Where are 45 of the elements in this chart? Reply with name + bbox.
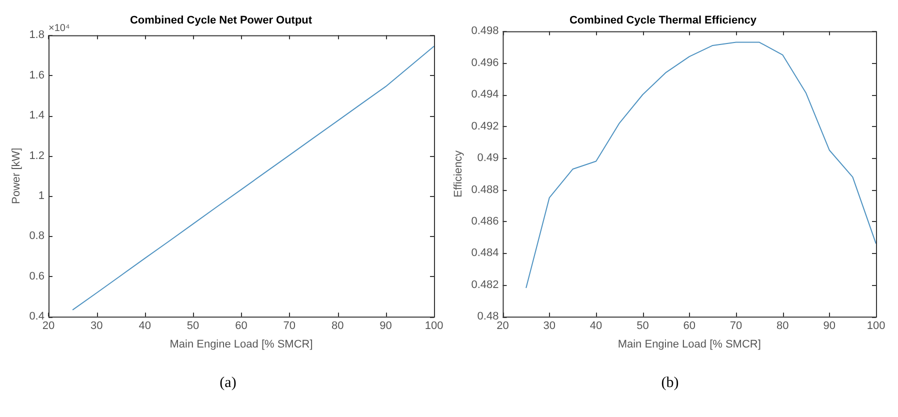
y-tick-label: 0.496 (471, 56, 499, 69)
x-axis-title: Main Engine Load [% SMCR] (170, 338, 313, 350)
x-axis-title: Main Engine Load [% SMCR] (618, 338, 761, 350)
y-tick-label: 0.492 (471, 120, 499, 132)
y-tick-label: 0.494 (471, 88, 499, 101)
x-tick-label: 50 (636, 320, 649, 332)
chart-title: Combined Cycle Thermal Efficiency (569, 14, 758, 27)
y-tick-label: 0.6 (29, 270, 44, 282)
x-tick-label: 20 (42, 320, 55, 332)
y-axis-title: Power [kW] (10, 148, 23, 204)
x-tick-label: 30 (90, 320, 103, 332)
x-tick-label: 40 (138, 320, 151, 332)
y-tick-label: 0.49 (477, 152, 499, 164)
x-tick-label: 50 (186, 320, 200, 332)
y-tick-label: 0.486 (471, 216, 499, 228)
x-tick-label: 80 (332, 320, 344, 332)
x-tick-label: 70 (730, 320, 742, 332)
y-tick-label: 1.4 (29, 110, 44, 122)
x-tick-label: 40 (590, 320, 602, 332)
y-tick-label: 0.498 (471, 25, 499, 38)
text: (a) (220, 375, 236, 392)
y-tick-label: 1.2 (29, 150, 44, 162)
y-tick-label: 0.484 (471, 247, 499, 260)
y-tick-label: 0.48 (477, 310, 499, 323)
y-tick-label: 1.6 (29, 69, 44, 82)
text: (b) (661, 375, 679, 392)
x-tick-label: 100 (866, 320, 886, 332)
text: ×10⁴ (48, 22, 70, 34)
y-tick-label: 0.8 (29, 230, 44, 242)
y-axis-title: Efficiency (452, 150, 465, 198)
x-tick-label: 90 (380, 320, 392, 332)
y-tick-label: 0.488 (471, 184, 499, 196)
y-tick-label: 0.4 (29, 310, 44, 323)
y-tick-label: 1.8 (29, 29, 44, 42)
y-tick-label: 0.482 (471, 278, 499, 291)
x-tick-label: 30 (543, 320, 556, 332)
x-tick-label: 100 (424, 320, 444, 332)
y-tick-label: 1 (38, 190, 44, 202)
chart-title: Combined Cycle Net Power Output (130, 14, 312, 27)
x-tick-label: 70 (283, 320, 296, 332)
x-tick-label: 60 (235, 320, 248, 332)
x-tick-label: 20 (496, 320, 509, 332)
x-tick-label: 90 (823, 320, 836, 332)
x-tick-label: 80 (776, 320, 789, 332)
x-tick-label: 60 (683, 320, 696, 332)
